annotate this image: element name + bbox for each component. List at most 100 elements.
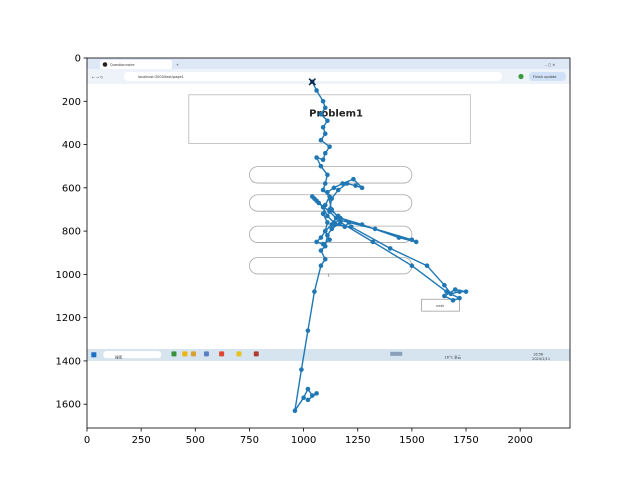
data-point-2 [320,98,326,104]
taskbar-app-icon-2 [182,351,188,357]
x-tick-label: 1000 [291,435,316,446]
taskbar-app-icon-7 [253,351,259,357]
x-tick-label: 2000 [507,435,532,446]
taskbar-app-icons [171,351,403,357]
data-point-8 [318,137,324,143]
data-point-34 [320,204,326,210]
next-button[interactable] [421,298,460,312]
address-url: localhost:3000/test/page1 [138,75,184,79]
data-point-88 [305,397,311,403]
taskbar-app-icon-6 [236,351,242,357]
taskbar-app-icon-3 [190,351,196,357]
data-point-42 [335,187,341,193]
data-point-26 [322,228,328,234]
browser-tab-strip [87,58,570,69]
taskbar-app-icon-1 [171,351,177,357]
data-point-22 [327,237,332,243]
data-point-5 [325,118,330,124]
data-point-63 [448,291,454,297]
data-point-44 [353,183,358,188]
data-point-58 [331,222,337,227]
data-point-25 [318,235,324,240]
data-point-45 [359,185,365,191]
window-controls-icon[interactable]: – ▢ ✕ [545,63,555,67]
data-point-19 [320,211,326,217]
x-tick-label: 1750 [453,435,478,446]
taskbar-app-icon-5 [219,351,225,357]
x-tick-label: 500 [186,435,205,446]
taskbar-search[interactable] [103,351,162,359]
data-point-12 [314,155,319,160]
y-tick-label: 200 [62,97,81,108]
data-point-9 [327,144,332,150]
data-point-80 [312,289,317,294]
x-tick-label: 250 [132,435,151,446]
taskbar-app-icon-4 [203,351,209,357]
update-button[interactable] [529,72,566,81]
next-button-label: next [436,304,444,308]
data-point-85 [305,386,311,392]
taskbar-search-label: 搜索 [115,354,122,359]
taskbar-clock-date: 2024/1/11 [532,357,550,361]
data-point-70 [444,289,449,294]
data-point-43 [344,181,350,186]
y-tick-label: 1400 [56,356,81,367]
new-tab-icon[interactable]: + [176,63,179,67]
y-tick-label: 400 [62,140,81,151]
data-point-62 [442,282,447,288]
data-point-6 [320,124,326,130]
data-point-14 [325,172,330,178]
x-tick-label: 0 [84,435,90,446]
start-marker-stroke [308,78,316,86]
data-point-69 [457,295,462,301]
y-tick-label: 0 [75,54,81,65]
data-point-47 [340,181,345,186]
option-pill-4 [249,257,413,275]
data-point-79 [318,263,324,269]
data-point-87 [314,391,319,396]
profile-avatar-icon[interactable] [518,73,524,80]
data-point-37 [342,224,348,230]
data-point-38 [346,220,352,225]
data-point-56 [359,222,365,227]
browser-tab[interactable] [100,60,172,69]
data-point-78 [322,256,328,262]
data-point-33 [314,198,319,204]
data-point-84 [301,395,306,401]
data-point-55 [396,235,402,240]
data-point-16 [320,187,326,193]
windows-start-icon[interactable] [91,352,97,358]
data-point-32 [309,194,315,199]
data-point-59 [348,224,354,230]
data-point-15 [322,181,328,186]
x-tick-label: 1250 [345,435,370,446]
option-list [249,166,413,275]
y-tick-label: 1000 [56,270,81,281]
y-axis: 0 200 400 600 800 1000 1200 1400 1600 [56,54,87,411]
option-hint: 1 [327,274,329,278]
data-point-52 [372,226,378,232]
data-point-41 [329,196,335,201]
y-tick-label: 600 [62,183,81,194]
x-tick-label: 750 [240,435,259,446]
option-pill-1 [249,166,413,184]
data-point-24 [314,239,319,245]
data-point-72 [370,239,376,245]
data-point-11 [320,157,326,162]
windows-taskbar [87,349,570,361]
data-point-7 [322,131,328,137]
taskbar-media-icon [390,351,403,356]
data-point-73 [338,220,343,225]
data-point-64 [457,289,462,294]
data-point-49 [325,189,330,195]
update-button-label: Finish update [533,75,556,79]
address-bar[interactable] [124,72,502,81]
tab-favicon-icon [102,62,108,67]
nav-buttons-icon[interactable]: ← → ↻ [92,76,103,80]
data-point-82 [299,367,304,372]
data-point-86 [309,393,315,398]
data-point-13 [318,163,324,169]
data-point-66 [452,287,458,292]
data-point-10 [322,150,328,156]
